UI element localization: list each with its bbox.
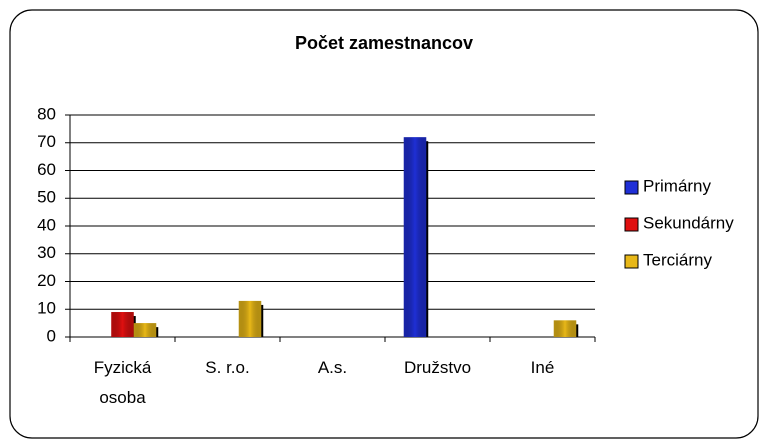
y-tick-label: 40: [37, 215, 56, 234]
x-tick-label: Fyzická osoba: [93, 358, 152, 407]
y-tick-label: 0: [47, 326, 56, 345]
y-tick-label: 10: [37, 299, 56, 318]
legend-label: Primárny: [643, 176, 712, 195]
legend-label: Terciárny: [643, 250, 712, 269]
bar-shade: [111, 312, 134, 337]
y-tick-label: 70: [37, 132, 56, 151]
chart-title: Počet zamestnancov: [295, 33, 473, 53]
y-tick-label: 30: [37, 243, 56, 262]
bar-shade: [238, 300, 262, 337]
y-tick-label: 60: [37, 160, 56, 179]
y-tick-label: 80: [37, 104, 56, 123]
x-tick-label: Družstvo: [403, 358, 472, 377]
x-tick-label: S. r.o.: [205, 358, 250, 377]
bar-shade: [133, 323, 157, 337]
legend-label: Sekundárny: [643, 213, 734, 232]
legend-swatch: [624, 254, 639, 269]
legend-swatch: [624, 217, 639, 232]
x-tick-label: A.s.: [317, 358, 348, 377]
bar-shade: [553, 320, 577, 337]
legend-swatch: [624, 180, 639, 195]
x-tick-label: Iné: [530, 358, 555, 377]
bar-shade: [403, 137, 427, 337]
y-tick-label: 50: [37, 188, 56, 207]
y-tick-label: 20: [37, 271, 56, 290]
